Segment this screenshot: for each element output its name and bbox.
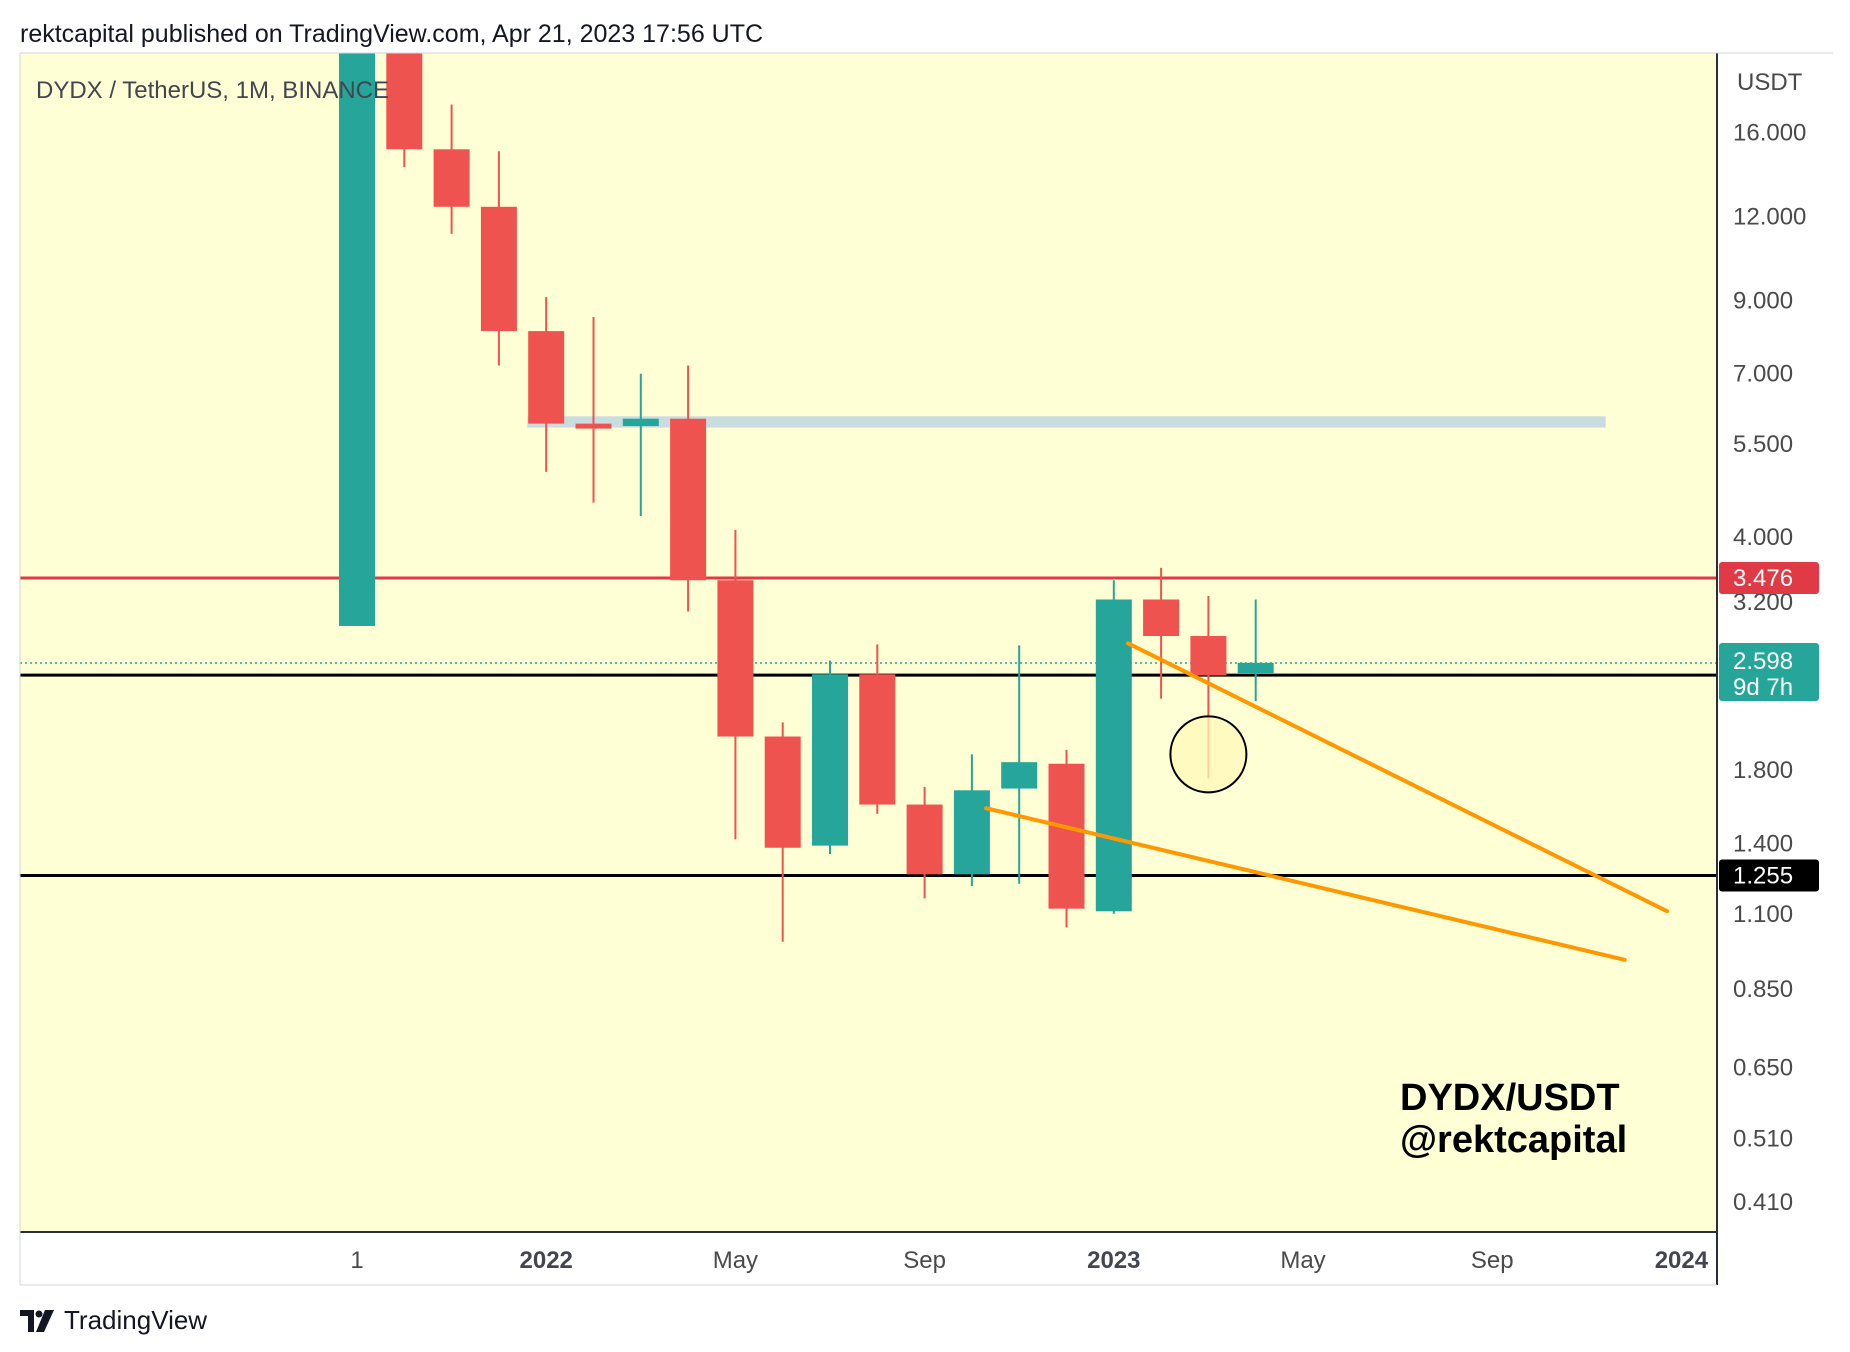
- badge-background: [1719, 562, 1819, 595]
- badge-background: [1719, 643, 1819, 702]
- candle-body: [528, 331, 565, 424]
- candle: [1143, 567, 1180, 699]
- symbol-label: DYDX / TetherUS, 1M, BINANCE: [36, 77, 389, 104]
- candle: [339, 53, 375, 626]
- highlight-layer: [1169, 715, 1248, 794]
- candle-body: [670, 418, 707, 581]
- candle-body: [953, 790, 990, 875]
- y-tick-label: 4.000: [1733, 524, 1793, 551]
- plot-area: [20, 53, 1717, 1232]
- footer: TradingView: [20, 1305, 207, 1336]
- candle-body: [1001, 762, 1038, 789]
- candle: [1048, 749, 1085, 928]
- candle: [764, 722, 801, 942]
- publish-info: rektcapital published on TradingView.com…: [20, 20, 764, 48]
- y-tick-label: 5.500: [1733, 431, 1793, 458]
- x-tick-label: 2024: [1655, 1247, 1709, 1274]
- candle: [575, 317, 612, 503]
- candle-body: [622, 418, 659, 427]
- supply-zone-layer: [527, 416, 1606, 428]
- x-tick-label: 2022: [520, 1247, 573, 1274]
- y-tick-label: 1.800: [1733, 757, 1793, 784]
- last-price-label: 2.598: [1733, 648, 1793, 675]
- candle: [622, 373, 659, 516]
- y-tick-label: 9.000: [1733, 287, 1793, 314]
- candle: [433, 104, 470, 234]
- candle-body: [575, 423, 612, 429]
- watermark-author: @rektcapital: [1400, 1119, 1627, 1161]
- candle: [1237, 599, 1274, 702]
- badge-background: [1719, 859, 1819, 892]
- y-tick-label: 0.850: [1733, 976, 1793, 1003]
- candle-body: [1143, 599, 1180, 637]
- candle: [717, 529, 754, 840]
- candle-body: [906, 804, 943, 875]
- y-tick-label: 0.510: [1733, 1125, 1793, 1152]
- falling-wedge-layer: [984, 641, 1670, 962]
- candle-body: [859, 674, 896, 805]
- watermark-pair: DYDX/USDT: [1400, 1077, 1620, 1119]
- y-tick-label: 0.650: [1733, 1055, 1793, 1082]
- candle-body: [1095, 599, 1132, 912]
- candle-body: [764, 736, 801, 848]
- brand-name: TradingView: [64, 1305, 208, 1335]
- x-tick-label: Sep: [1471, 1247, 1514, 1274]
- y-tick-label: 0.410: [1733, 1189, 1793, 1216]
- x-tick-label: May: [713, 1247, 758, 1274]
- y-tick-label: 1.400: [1733, 831, 1793, 858]
- x-tick-label: May: [1280, 1247, 1325, 1274]
- candle: [812, 660, 848, 855]
- labels-layer: DYDX / TetherUS, 1M, BINANCE USDT DYDX/U…: [36, 69, 1803, 1161]
- plot-background: [20, 53, 1717, 1232]
- x-tick-label: 1: [350, 1247, 363, 1274]
- badge-label: 1.255: [1733, 862, 1793, 889]
- candle: [859, 644, 896, 814]
- candle: [480, 151, 517, 366]
- wick-highlight-circle: [1169, 715, 1248, 794]
- candle: [906, 786, 943, 899]
- candle-body: [812, 674, 848, 846]
- candle-body: [386, 53, 423, 150]
- candles-layer: [339, 53, 1274, 942]
- price-badge-support: 1.255: [1719, 859, 1819, 892]
- y-axis-unit: USDT: [1737, 69, 1803, 96]
- wedge-line-2: [984, 806, 1627, 962]
- candle: [1095, 580, 1132, 914]
- candle-body: [1048, 763, 1085, 909]
- badge-label: 3.476: [1733, 565, 1793, 592]
- candle: [953, 754, 990, 887]
- candle-body: [1237, 662, 1274, 674]
- candle: [670, 365, 707, 612]
- candle-body: [339, 53, 375, 626]
- tradingview-logo-icon: [20, 1309, 54, 1332]
- axes-layer: 16.00012.0009.0007.0005.5004.0003.2001.8…: [19, 52, 1833, 1286]
- y-tick-label: 7.000: [1733, 361, 1793, 388]
- y-tick-label: 12.000: [1733, 203, 1806, 230]
- candle-body: [1190, 636, 1227, 676]
- candle-body: [433, 149, 470, 207]
- y-tick-label: 16.000: [1733, 119, 1806, 146]
- candle-body: [717, 580, 754, 737]
- wedge-line-1: [1125, 641, 1670, 914]
- candle: [1001, 645, 1038, 884]
- x-tick-label: 2023: [1087, 1247, 1140, 1274]
- candle: [528, 297, 565, 472]
- candle-body: [480, 206, 517, 332]
- candle: [386, 53, 423, 168]
- candle-countdown: 9d 7h: [1733, 674, 1793, 701]
- x-tick-label: Sep: [903, 1247, 946, 1274]
- y-tick-label: 1.100: [1733, 901, 1793, 928]
- supply-zone: [527, 416, 1606, 428]
- price-badge-resistance: 3.476: [1719, 562, 1819, 595]
